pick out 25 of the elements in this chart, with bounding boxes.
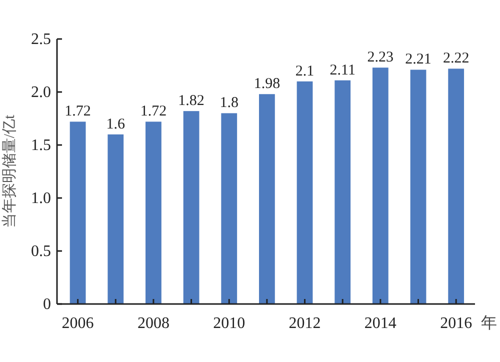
data-label: 2.23 xyxy=(367,50,394,66)
x-tick-label: 2016 xyxy=(440,315,472,332)
data-label: 1.72 xyxy=(64,104,91,120)
x-tick-label: 2010 xyxy=(213,315,246,332)
data-label: 2.1 xyxy=(295,63,314,80)
data-label: 2.11 xyxy=(330,62,356,78)
y-tick-label: 2.5 xyxy=(31,31,51,48)
data-label: 1.98 xyxy=(254,76,280,92)
data-label: 2.22 xyxy=(442,50,470,67)
x-tick-label: 2006 xyxy=(62,315,94,332)
x-tick-label: 2014 xyxy=(364,315,396,332)
x-tick-label: 2008 xyxy=(137,315,170,332)
y-tick-label: 1.5 xyxy=(31,137,51,154)
y-axis-title: 当年探明储量/亿t xyxy=(1,114,18,228)
x-tick-label: 2012 xyxy=(288,315,321,332)
data-label: 1.72 xyxy=(140,104,167,120)
data-label: 2.21 xyxy=(405,52,432,68)
y-tick-label: 0.5 xyxy=(31,243,51,260)
data-label: 1.82 xyxy=(178,93,204,110)
data-label: 1.8 xyxy=(220,95,238,112)
y-tick-label: 2.0 xyxy=(31,84,51,101)
x-axis-title: 年 xyxy=(481,315,497,332)
y-tick-label: 1.0 xyxy=(31,190,51,207)
data-label: 1.6 xyxy=(106,116,126,132)
y-tick-label: 0 xyxy=(43,296,51,313)
